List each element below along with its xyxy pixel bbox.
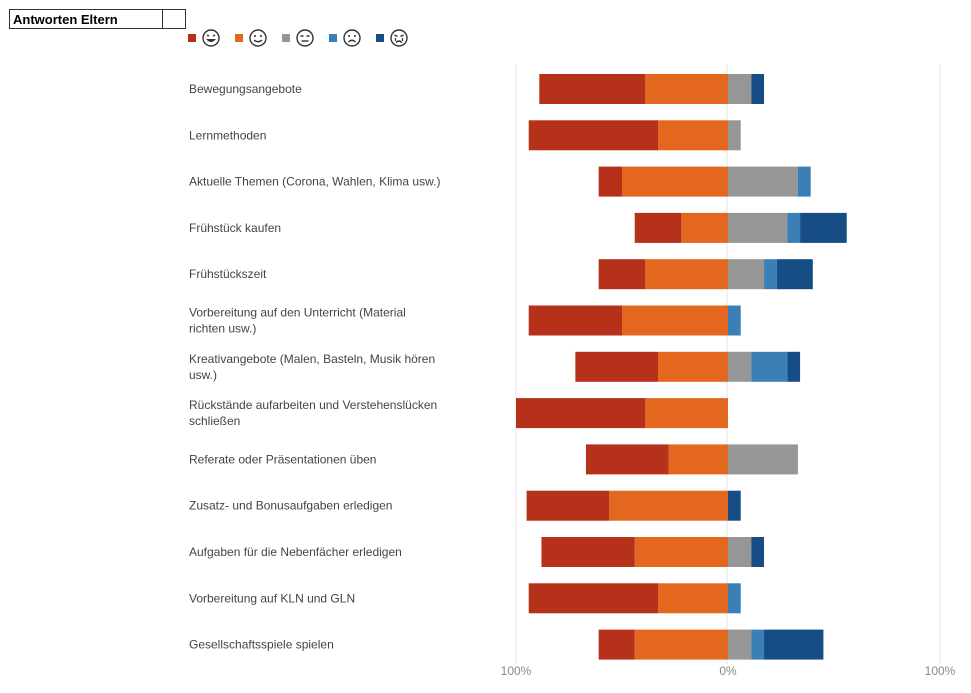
smiling-face-icon <box>249 29 267 47</box>
legend-item-5 <box>376 28 409 48</box>
bar-segment <box>728 120 741 151</box>
bar-segment <box>575 351 659 382</box>
legend-swatch <box>329 34 337 42</box>
grinning-face-icon <box>202 29 220 47</box>
bar-segment <box>728 74 752 104</box>
bar-segment <box>800 212 847 243</box>
category-label: Rückstände aufarbeiten und Verstehenslüc… <box>189 398 437 428</box>
legend <box>188 26 423 50</box>
bar-segment <box>598 629 635 660</box>
bar-segment <box>598 166 622 197</box>
bar-segment <box>541 537 635 567</box>
bar-segment <box>634 537 728 567</box>
category-label: Frühstückszeit <box>189 267 267 281</box>
bar-segment <box>751 74 765 104</box>
bar-segment <box>658 583 728 614</box>
bar-segment <box>728 166 798 197</box>
bar-segment <box>526 490 610 521</box>
bar-segment <box>598 259 646 290</box>
category-label: Bewegungsangebote <box>189 82 302 96</box>
bar-segment <box>645 259 728 290</box>
legend-swatch <box>282 34 290 42</box>
bar-segment <box>751 537 765 567</box>
bar-segment <box>728 537 752 567</box>
category-label: Gesellschaftsspiele spielen <box>189 638 334 652</box>
bar-segment <box>645 74 728 104</box>
category-label: Aufgaben für die Nebenfächer erledigen <box>189 545 402 559</box>
bar-segment <box>787 351 801 382</box>
category-label: Zusatz- und Bonusaufgaben erledigen <box>189 499 392 513</box>
x-tick-label: 100% <box>501 664 532 678</box>
bar-segment <box>634 629 728 660</box>
bar-segment <box>622 305 728 336</box>
bar-segment <box>528 120 659 151</box>
category-label: Lernmethoden <box>189 128 266 142</box>
bar-segment <box>539 74 646 104</box>
category-label: Aktuelle Themen (Corona, Wahlen, Klima u… <box>189 175 440 189</box>
bar-segment <box>751 629 765 660</box>
bar-segment <box>764 259 777 290</box>
neutral-face-icon <box>296 29 314 47</box>
chart-title: Antworten Eltern <box>9 9 163 29</box>
bar-segment <box>609 490 728 521</box>
bar-segment <box>728 259 765 290</box>
legend-item-1 <box>188 28 221 48</box>
title-cell-empty <box>163 9 186 29</box>
category-label: Vorbereitung auf KLN und GLN <box>189 591 355 605</box>
bar-segment <box>728 583 741 614</box>
bar-segment <box>764 629 824 660</box>
legend-item-4 <box>329 28 362 48</box>
bar-segment <box>728 444 798 475</box>
category-label: Kreativangebote (Malen, Basteln, Musik h… <box>189 352 435 382</box>
bar-segment <box>528 583 659 614</box>
legend-swatch <box>376 34 384 42</box>
bar-segment <box>622 166 728 197</box>
category-label: Frühstück kaufen <box>189 221 281 235</box>
bar-segment <box>728 490 741 521</box>
bar-segment <box>645 398 728 429</box>
bar-segment <box>681 212 728 243</box>
bar-segment <box>528 305 622 336</box>
bar-segment <box>776 259 813 290</box>
bar-segment <box>516 398 646 429</box>
legend-swatch <box>235 34 243 42</box>
bar-segment <box>585 444 669 475</box>
bar-segment <box>787 212 801 243</box>
x-tick-label: 0% <box>719 664 737 678</box>
bar-segment <box>728 351 752 382</box>
category-label: Vorbereitung auf den Unterricht (Materia… <box>189 306 406 336</box>
bar-segment <box>634 212 682 243</box>
frowning-face-icon <box>343 29 361 47</box>
legend-item-2 <box>235 28 268 48</box>
bar-segment <box>668 444 728 475</box>
bar-segment <box>728 629 752 660</box>
legend-item-3 <box>282 28 315 48</box>
legend-swatch <box>188 34 196 42</box>
x-tick-label: 100% <box>925 664 956 678</box>
bar-segment <box>751 351 788 382</box>
crying-face-icon <box>390 29 408 47</box>
bar-segment <box>658 351 728 382</box>
category-label: Referate oder Präsentationen üben <box>189 452 376 466</box>
bar-segment <box>728 305 741 336</box>
bar-segment <box>658 120 728 151</box>
bar-segment <box>728 212 788 243</box>
bar-segment <box>797 166 811 197</box>
